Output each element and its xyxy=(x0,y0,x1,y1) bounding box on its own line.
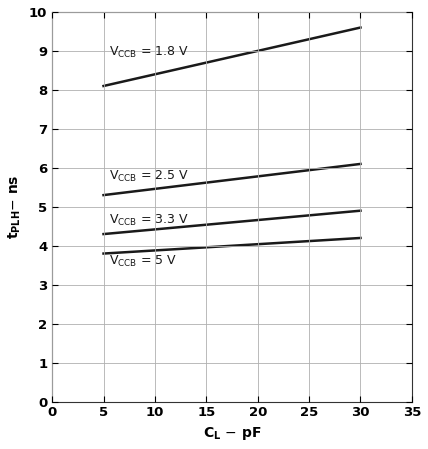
X-axis label: $\mathregular{C_L}$ $-$ pF: $\mathregular{C_L}$ $-$ pF xyxy=(203,425,261,442)
Text: $\mathregular{V_{CCB}}$ = 2.5 V: $\mathregular{V_{CCB}}$ = 2.5 V xyxy=(109,169,189,184)
Y-axis label: $\mathregular{t_{PLH}}$$-$ ns: $\mathregular{t_{PLH}}$$-$ ns xyxy=(7,175,24,239)
Text: $\mathregular{V_{CCB}}$ = 5 V: $\mathregular{V_{CCB}}$ = 5 V xyxy=(109,254,177,269)
Text: $\mathregular{V_{CCB}}$ = 1.8 V: $\mathregular{V_{CCB}}$ = 1.8 V xyxy=(109,45,188,61)
Text: $\mathregular{V_{CCB}}$ = 3.3 V: $\mathregular{V_{CCB}}$ = 3.3 V xyxy=(109,213,189,228)
